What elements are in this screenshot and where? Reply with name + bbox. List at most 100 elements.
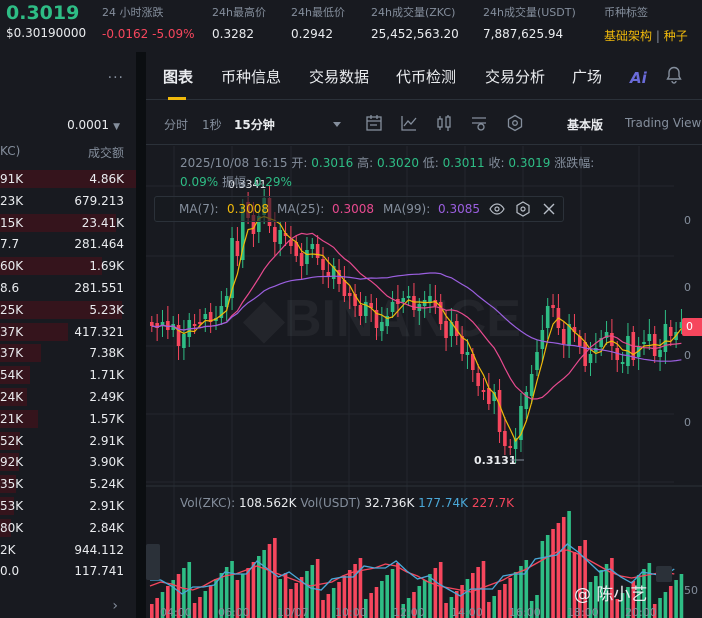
precision-value: 0.0001 [67, 118, 110, 132]
vol-usdt-value: 32.736K [364, 496, 415, 510]
candle-body [385, 316, 389, 326]
volume-bar [492, 596, 496, 618]
eye-icon[interactable] [489, 201, 505, 220]
candle-body [374, 310, 379, 328]
order-book-row[interactable]: 25K 5.23K [0, 299, 136, 321]
chart-tabs: 图表 币种信息 交易数据 代币检测 交易分析 广场 Ai [146, 52, 702, 100]
view-tradingview[interactable]: Trading View [625, 116, 702, 130]
depth-bar [0, 388, 28, 406]
tab-trading-data[interactable]: 交易数据 [309, 68, 370, 86]
candle-body [529, 374, 534, 396]
order-total: 1.69K [89, 259, 124, 274]
volume-bar [251, 562, 256, 618]
volume-bar [438, 562, 443, 618]
order-book-row[interactable]: 60K 1.69K [0, 255, 136, 277]
indicator-line-icon[interactable] [400, 114, 418, 135]
ma25-label: MA(25): [277, 202, 325, 216]
candle-body [331, 266, 336, 279]
volume-bar [171, 580, 175, 618]
bell-icon[interactable] [666, 66, 682, 87]
depth-settings-icon[interactable] [470, 114, 488, 135]
interval-dropdown-icon[interactable] [332, 118, 342, 132]
order-amount: 0.0 [0, 564, 20, 579]
token-tags-label: 币种标签 [604, 6, 648, 19]
volume-usdt-stat: 24h成交量(USDT) 7,887,625.94 [483, 4, 576, 41]
order-book-row[interactable]: 2K 944.112 [0, 539, 136, 561]
volume-bar [561, 517, 566, 618]
candle-body [668, 327, 673, 336]
volume-bar [192, 603, 197, 618]
volume-axis-tick: 50 [684, 584, 698, 597]
order-total: 281.464 [74, 237, 124, 252]
candle-body [283, 233, 288, 236]
candle-body [578, 336, 582, 346]
volume-bar [289, 589, 293, 618]
volume-bar [599, 570, 603, 618]
candle-body [663, 324, 668, 352]
candle-body [642, 342, 646, 344]
time-axis-tick: 14:00 [451, 606, 483, 618]
ai-icon[interactable]: Ai [630, 69, 647, 87]
ma-legend: MA(7): 0.3008 MA(25): 0.3008 MA(99): 0.3… [154, 196, 564, 222]
ma-settings-icon[interactable] [515, 201, 531, 220]
order-total: 679.213 [74, 193, 124, 208]
volume-bar [364, 599, 368, 618]
volume-bar [668, 586, 673, 618]
volume-bar [663, 592, 668, 618]
interval-1s[interactable]: 1秒 [202, 118, 222, 132]
calendar-icon[interactable] [365, 114, 383, 135]
volume-bar [331, 588, 336, 618]
order-book-row[interactable]: 35K 5.24K [0, 473, 136, 495]
order-book-row[interactable]: 80K 2.84K [0, 517, 136, 539]
interval-15m[interactable]: 15分钟 [234, 118, 275, 132]
close-icon[interactable] [541, 201, 557, 220]
order-amount: 60K [0, 259, 24, 274]
order-book-row[interactable]: 0.0 117.741 [0, 560, 136, 582]
order-book-row[interactable]: 23K 679.213 [0, 190, 136, 212]
scroll-right-icon[interactable]: › [112, 598, 118, 614]
panel-divider [136, 52, 146, 618]
order-book-row[interactable]: 37K 417.321 [0, 321, 136, 343]
order-amount: 8.6 [0, 281, 20, 295]
amplitude-value: 0.29% [253, 175, 292, 189]
tab-trade-analysis[interactable]: 交易分析 [485, 68, 546, 86]
order-book-row[interactable]: 8.6 281.551 [0, 277, 136, 299]
precision-select[interactable]: 0.0001 ▼ [67, 118, 120, 132]
volume-bar [465, 579, 470, 618]
volume-bar [449, 597, 454, 618]
tab-coin-info[interactable]: 币种信息 [221, 68, 282, 86]
interval-time[interactable]: 分时 [164, 118, 189, 132]
high-value: 0.3020 [376, 156, 419, 170]
order-book-row[interactable]: 54K 1.71K [0, 364, 136, 386]
order-book-row[interactable]: 15K 23.41K [0, 212, 136, 234]
order-book-row[interactable]: 92K 3.90K [0, 451, 136, 473]
order-book-row[interactable]: 53K 2.91K [0, 495, 136, 517]
candle-body [471, 354, 475, 370]
order-book-row[interactable]: 91K 4.86K [0, 168, 136, 190]
view-basic[interactable]: 基本版 [567, 118, 604, 132]
candle-body [460, 336, 464, 354]
order-book-row[interactable]: 37K 7.38K [0, 342, 136, 364]
settings-hex-icon[interactable] [506, 114, 524, 135]
tag-infrastructure[interactable]: 基础架构 [604, 29, 653, 43]
volume-bar [342, 576, 347, 618]
order-book-row[interactable]: 24K 2.49K [0, 386, 136, 408]
order-total: 944.112 [74, 542, 124, 557]
time-axis-tick: 06:00 [218, 606, 250, 618]
more-options-icon[interactable]: ··· [107, 70, 124, 86]
tab-chart[interactable]: 图表 [163, 68, 194, 86]
order-book-row[interactable]: 7.7 281.464 [0, 233, 136, 255]
candle-body [166, 321, 170, 330]
order-book-row[interactable]: 21K 1.57K [0, 408, 136, 430]
tab-token-check[interactable]: 代币检测 [396, 68, 457, 86]
tag-seed[interactable]: 种子 [663, 29, 688, 43]
order-amount: 54K [0, 368, 24, 383]
candle-body [182, 334, 186, 348]
candle-style-icon[interactable] [435, 114, 453, 135]
tab-square[interactable]: 广场 [572, 68, 603, 86]
volume-bar [155, 598, 159, 618]
candle-body [487, 388, 491, 404]
ohlc-readout: 2025/10/08 16:15 开: 0.3016 高: 0.3020 低: … [180, 154, 690, 192]
order-book-row[interactable]: 52K 2.91K [0, 430, 136, 452]
